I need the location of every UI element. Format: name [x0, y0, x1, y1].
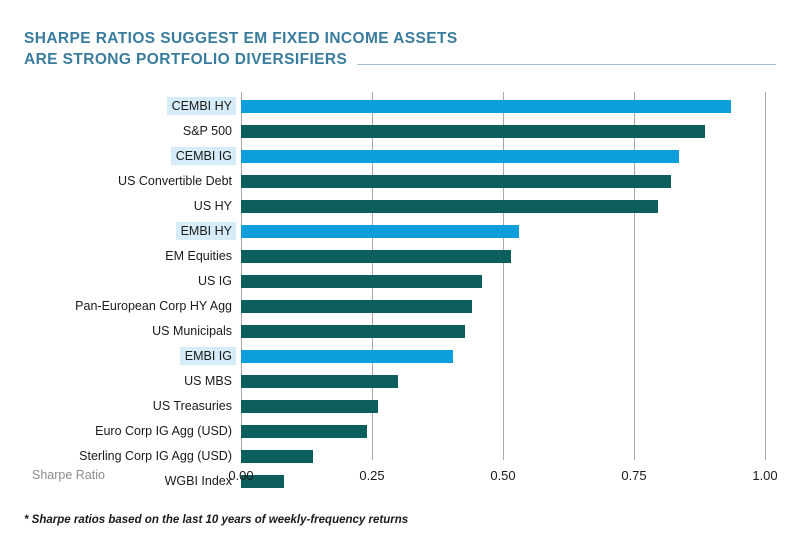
bar	[241, 350, 454, 363]
category-label-text: S&P 500	[182, 124, 232, 138]
bar	[241, 475, 284, 488]
bar	[241, 150, 679, 163]
plot-area	[241, 92, 766, 488]
category-label: US Municipals	[147, 319, 236, 344]
category-label: S&P 500	[178, 119, 236, 144]
category-label-text: US Convertible Debt	[118, 174, 232, 188]
bar-row	[241, 169, 765, 194]
bar-row	[241, 419, 765, 444]
bar-row	[241, 244, 765, 269]
category-label: EMBI IG	[179, 344, 236, 369]
category-label: US IG	[193, 269, 236, 294]
bar-chart	[0, 92, 800, 488]
bar-row	[241, 219, 765, 244]
category-label: US HY	[189, 194, 236, 219]
category-label-text: WGBI Index	[164, 474, 232, 488]
category-label-text: US IG	[197, 274, 232, 288]
gridline-1	[765, 92, 766, 460]
category-label: CEMBI HY	[166, 94, 236, 119]
category-label-text: US MBS	[184, 374, 232, 388]
x-axis-tick-label: 0.75	[621, 468, 647, 483]
category-label-text: Euro Corp IG Agg (USD)	[95, 424, 232, 438]
category-axis-labels: CEMBI HY S&P 500 CEMBI IG US Convertible De…	[0, 92, 236, 488]
category-label: Pan-European Corp HY Agg	[70, 294, 236, 319]
category-label: EM Equities	[160, 244, 236, 269]
gridline-0.5	[503, 92, 504, 460]
gridline-0.75	[634, 92, 635, 460]
bar-row	[241, 444, 765, 469]
chart-footnote: * Sharpe ratios based on the last 10 yea…	[24, 514, 409, 526]
bar	[241, 250, 511, 263]
page-title-line-2: ARE STRONG PORTFOLIO DIVERSIFIERS	[24, 51, 348, 68]
bar	[241, 400, 379, 413]
x-axis-tick-label: 0.50	[490, 468, 516, 483]
category-label: US Convertible Debt	[113, 169, 236, 194]
page-title-line-1: SHARPE RATIOS SUGGEST EM FIXED INCOME AS…	[24, 30, 458, 47]
bar	[241, 225, 519, 238]
category-label: CEMBI IG	[170, 144, 236, 169]
bar-row	[241, 369, 765, 394]
title-divider-rule	[357, 63, 776, 65]
category-label-text: US Municipals	[152, 324, 232, 338]
bar-row	[241, 144, 765, 169]
category-label-text: Sterling Corp IG Agg (USD)	[79, 449, 232, 463]
category-label-text: CEMBI HY	[166, 97, 236, 115]
category-label: Sterling Corp IG Agg (USD)	[74, 444, 236, 469]
category-label: WGBI Index	[160, 469, 236, 494]
category-label-text: EM Equities	[165, 249, 232, 263]
category-label-text: US HY	[193, 199, 232, 213]
title-block: SHARPE RATIOS SUGGEST EM FIXED INCOME AS…	[24, 28, 776, 70]
x-axis-title: Sharpe Ratio	[32, 468, 105, 482]
category-label-text: CEMBI IG	[170, 147, 236, 165]
bar	[241, 100, 731, 113]
bar-row	[241, 394, 765, 419]
category-label: Euro Corp IG Agg (USD)	[90, 419, 236, 444]
bar-row	[241, 319, 765, 344]
bar	[241, 200, 658, 213]
category-label-text: EMBI HY	[175, 222, 236, 240]
bar	[241, 175, 671, 188]
bar	[241, 425, 367, 438]
bar	[241, 375, 399, 388]
bar	[241, 325, 466, 338]
category-label: EMBI HY	[175, 219, 236, 244]
bar-row	[241, 469, 765, 494]
bar	[241, 125, 705, 138]
x-axis-tick-label: 0.00	[228, 468, 254, 483]
title-row-2: ARE STRONG PORTFOLIO DIVERSIFIERS	[24, 49, 776, 70]
category-label: US MBS	[179, 369, 236, 394]
category-label-text: EMBI IG	[179, 347, 236, 365]
bar	[241, 300, 472, 313]
bar-row	[241, 94, 765, 119]
x-axis: Sharpe Ratio 0.00 0.25 0.50 0.75 1.00	[0, 460, 800, 494]
bar-row	[241, 269, 765, 294]
bar	[241, 275, 483, 288]
bar-row	[241, 194, 765, 219]
category-label: US Treasuries	[148, 394, 236, 419]
bar-row	[241, 119, 765, 144]
bar-row	[241, 294, 765, 319]
bar-row	[241, 344, 765, 369]
category-label-text: Pan-European Corp HY Agg	[75, 299, 232, 313]
x-axis-tick-label: 1.00	[752, 468, 778, 483]
x-axis-tick-label: 0.25	[359, 468, 385, 483]
category-label-text: US Treasuries	[152, 399, 232, 413]
bar	[241, 450, 314, 463]
